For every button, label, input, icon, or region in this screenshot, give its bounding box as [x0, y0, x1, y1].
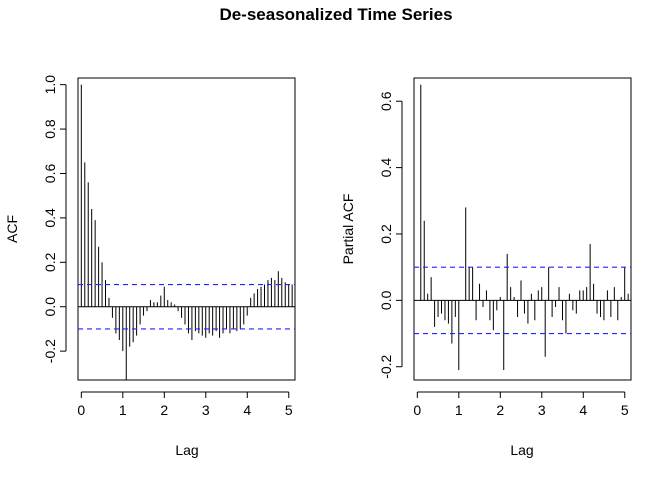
- acf-y-tick-label: 0.6: [42, 164, 58, 184]
- pacf-x-axis: 0 1 2 3 4 5: [413, 391, 629, 418]
- acf-x-axis-label: Lag: [175, 442, 198, 458]
- acf-plot-frame: [77, 77, 296, 381]
- pacf-panel: 0 1 2 3 4 5 -0.2 0.0 0.2 0.4 0.6 Lag Partial ACF: [340, 77, 632, 458]
- acf-y-tick-label: -0.2: [42, 339, 58, 363]
- acf-y-axis: -0.2 0.0 0.2 0.4 0.6 0.8 1.0: [42, 75, 67, 363]
- pacf-y-tick-label: -0.2: [378, 354, 394, 378]
- acf-x-tick-label: 2: [160, 402, 168, 418]
- acf-y-axis-label: ACF: [4, 215, 20, 243]
- pacf-y-tick-label: 0.6: [378, 91, 394, 111]
- pacf-y-tick-label: 0.2: [378, 224, 394, 244]
- pacf-y-axis: -0.2 0.0 0.2 0.4 0.6: [378, 91, 403, 379]
- acf-x-axis: 0 1 2 3 4 5: [77, 391, 293, 418]
- acf-x-tick-label: 4: [243, 402, 251, 418]
- acf-x-tick-label: 3: [202, 402, 210, 418]
- acf-bars: [80, 84, 293, 380]
- pacf-reference-lines: [414, 266, 631, 335]
- pacf-x-tick-label: 0: [413, 402, 421, 418]
- pacf-x-tick-label: 1: [455, 402, 463, 418]
- acf-x-tick-label: 0: [77, 402, 85, 418]
- figure-title: De-seasonalized Time Series: [219, 5, 452, 24]
- pacf-x-tick-label: 3: [538, 402, 546, 418]
- pacf-x-tick-label: 5: [621, 402, 629, 418]
- pacf-y-axis-label: Partial ACF: [340, 194, 356, 265]
- pacf-x-axis-label: Lag: [510, 442, 533, 458]
- acf-x-tick-label: 1: [119, 402, 127, 418]
- acf-reference-lines: [78, 283, 295, 330]
- acf-y-tick-label: 0.8: [42, 119, 58, 139]
- pacf-y-tick-label: 0.4: [378, 158, 394, 178]
- pacf-plot-frame: [413, 77, 632, 381]
- pacf-x-tick-label: 4: [579, 402, 587, 418]
- acf-y-tick-label: 0.2: [42, 252, 58, 272]
- acf-panel: 0 1 2 3 4 5 -0.2 0.0 0.2 0.4 0.6 0.8 1.0 Lag ACF: [4, 75, 296, 458]
- acf-y-tick-label: 0.4: [42, 208, 58, 228]
- pacf-y-tick-label: 0.0: [378, 290, 394, 310]
- pacf-bars: [420, 84, 629, 371]
- acf-x-tick-label: 5: [285, 402, 293, 418]
- pacf-x-tick-label: 2: [496, 402, 504, 418]
- acf-y-tick-label: 1.0: [42, 75, 58, 95]
- acf-y-tick-label: 0.0: [42, 297, 58, 317]
